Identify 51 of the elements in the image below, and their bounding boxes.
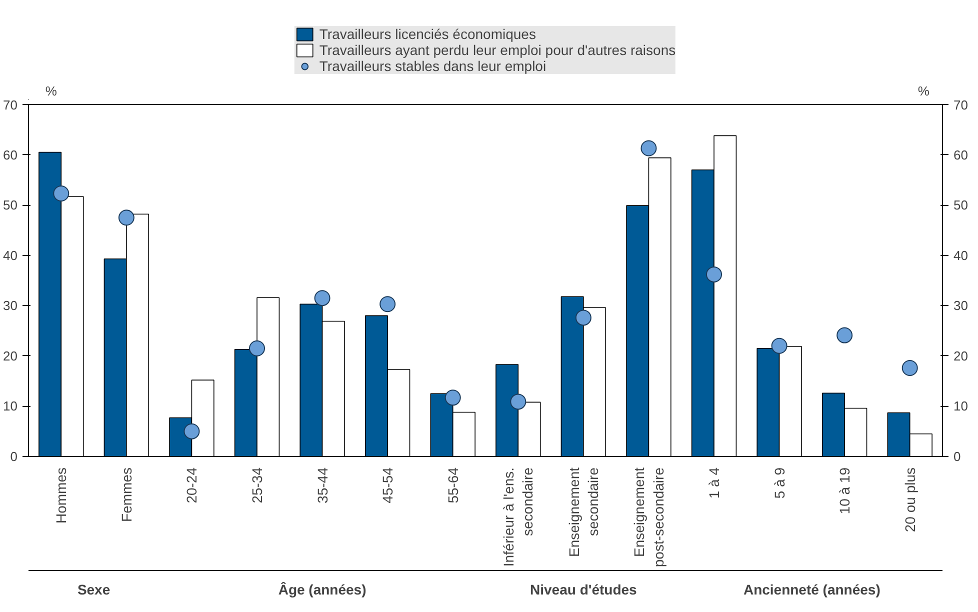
y-tick-label: 70 [3,98,18,112]
legend-label: Travailleurs stables dans leur emploi [319,58,546,74]
point [771,338,788,354]
text: Âge (années) [278,582,366,598]
point [510,394,526,410]
point [184,423,200,440]
x-tick-label: 20-24 [184,467,200,504]
x-tick-label: 55-64 [444,467,461,504]
point [118,210,134,226]
y2-axis-title: % [918,84,930,98]
y-tick-label: 0 [10,449,18,464]
point [640,140,657,156]
text: Ancienneté (années) [743,582,880,598]
point [444,390,461,406]
y2-tick-label: 10 [954,398,968,414]
x-tick-label: 1 à 4 [706,467,722,499]
x-tick-label: Femmes [118,467,134,522]
x-tick-label: 20 ou plus [902,467,918,532]
x-tick-label: 5 à 9 [771,467,788,499]
text: Niveau d'études [530,582,638,598]
point [902,360,918,376]
y2-tick-label: 70 [954,98,968,112]
y-tick-label: 40 [3,248,18,263]
y2-tick-label: 60 [954,147,968,162]
x-tick-label: Hommes [53,467,70,524]
y2-tick-label: 50 [954,198,968,213]
point [836,327,853,344]
y-tick-label: 10 [3,398,18,414]
y2-tick-label: 0 [954,449,961,464]
point [314,290,330,306]
point [53,186,70,202]
x-tick-label: Inférieur à l'ens. secondaire [500,467,536,567]
point [249,340,265,356]
y2-tick-label: 40 [954,248,968,263]
x-tick-label: 35-44 [314,467,330,504]
y-tick-label: 20 [3,348,18,364]
point [575,310,592,326]
y2-tick-label: 20 [954,348,968,364]
x-tick-label: 10 à 19 [836,467,853,514]
y-axis-title: % [45,84,58,98]
y2-tick-label: 30 [954,298,968,314]
y-tick-label: 30 [3,298,18,314]
point [706,266,722,282]
legend-label: Travailleurs ayant perdu leur emploi pour d'autres raisons [319,42,676,58]
legend-label: Travailleurs licenciés économiques [319,26,536,42]
y-tick-label: 60 [3,147,18,162]
x-tick-label: 45-54 [380,467,396,504]
text: Sexe [77,582,110,598]
x-tick-label: 25-34 [249,467,265,504]
y-tick-label: 50 [3,198,18,213]
point [380,296,396,312]
